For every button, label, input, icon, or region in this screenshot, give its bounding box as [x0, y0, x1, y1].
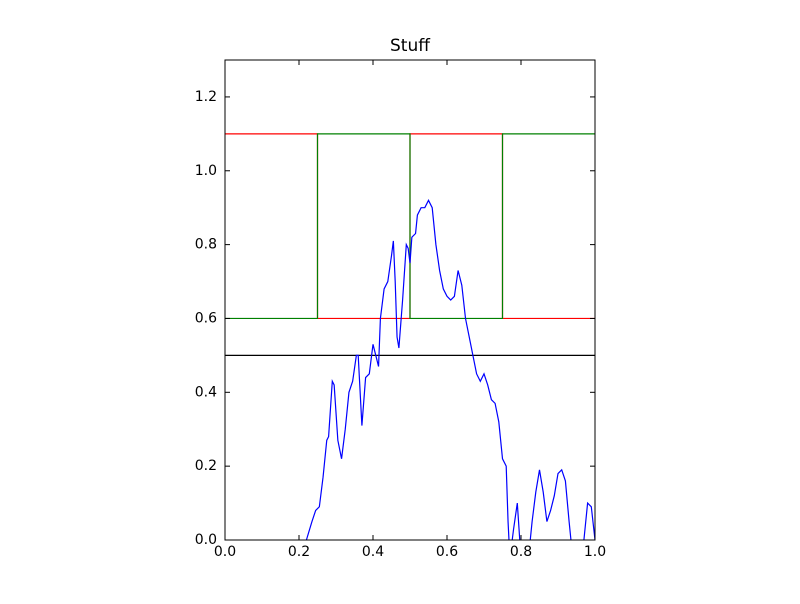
y-tick-label: 1.0	[195, 163, 217, 179]
x-tick-label: 0.6	[436, 544, 458, 560]
y-tick-label: 1.2	[195, 89, 217, 105]
y-tick-label: 0.0	[195, 532, 217, 548]
y-tick-label: 0.6	[195, 310, 217, 326]
x-tick-label: 0.4	[362, 544, 384, 560]
line-series	[305, 198, 595, 540]
y-tick-label: 0.8	[195, 237, 217, 253]
y-tick-label: 0.2	[195, 458, 217, 474]
chart-title: Stuff	[390, 36, 431, 56]
x-tick-label: 1.0	[584, 544, 606, 560]
x-tick-label: 0.8	[510, 544, 532, 560]
x-tick-label: 0.0	[214, 544, 236, 560]
y-tick-label: 0.4	[195, 384, 217, 400]
plot-area	[225, 133, 595, 540]
x-tick-label: 0.2	[288, 544, 310, 560]
plot-frame	[224, 59, 596, 541]
line-series	[225, 133, 595, 320]
